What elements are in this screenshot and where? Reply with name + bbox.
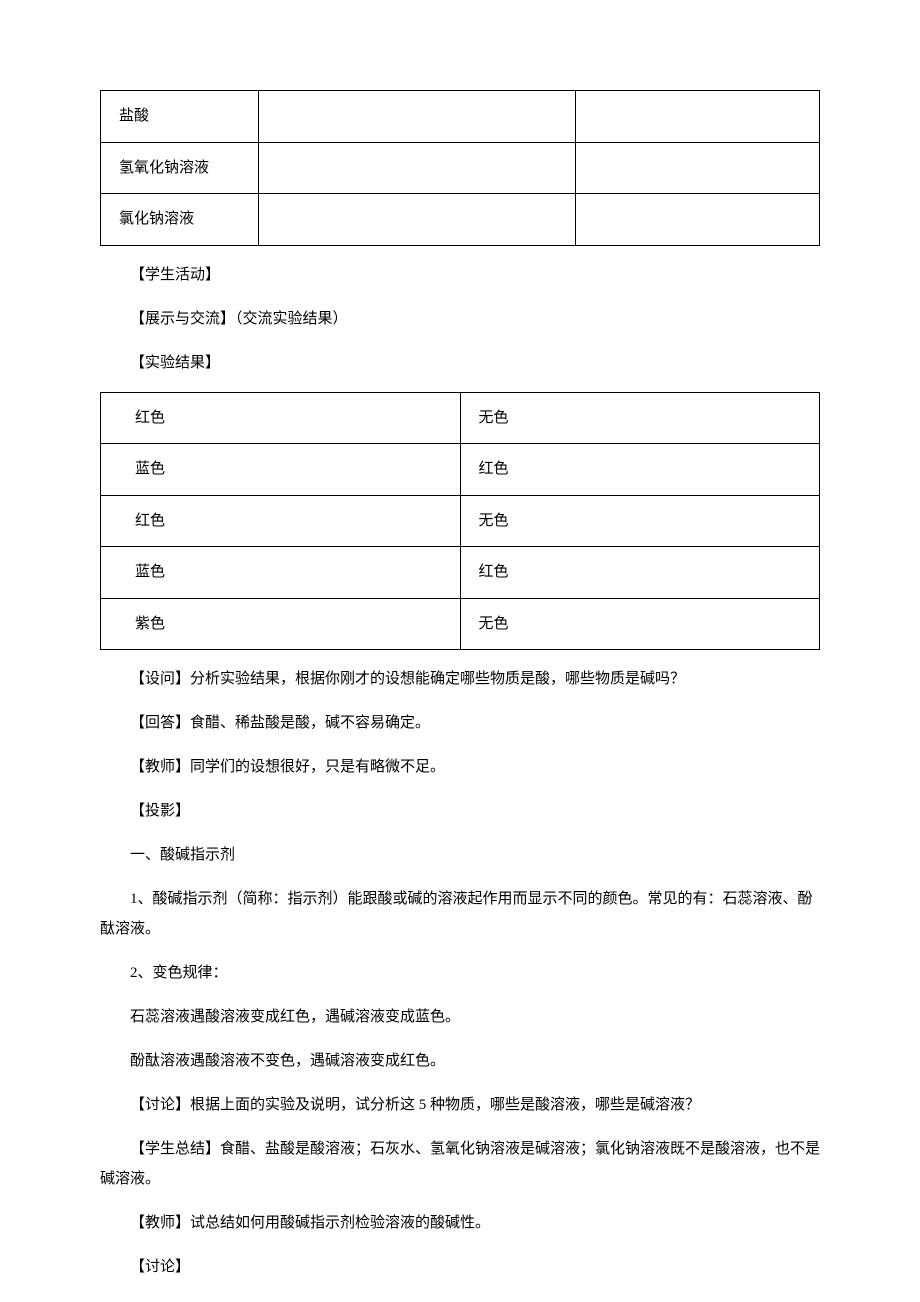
cell [575,142,819,194]
paragraph-color-rule-heading: 2、变色规律： [100,958,820,988]
cell [575,194,819,246]
cell: 紫色 [101,598,461,650]
table-solutions: 盐酸 氢氧化钠溶液 氯化钠溶液 [100,90,820,246]
table-row: 蓝色 红色 [101,444,820,496]
table-row: 红色 无色 [101,392,820,444]
table-results: 红色 无色 蓝色 红色 红色 无色 蓝色 红色 紫色 无色 [100,392,820,651]
paragraph-discussion: 【讨论】根据上面的实验及说明，试分析这 5 种物质，哪些是酸溶液，哪些是碱溶液？ [100,1090,820,1120]
paragraph-teacher: 【教师】同学们的设想很好，只是有略微不足。 [100,752,820,782]
cell [259,194,575,246]
paragraph-teacher-summary: 【教师】试总结如何用酸碱指示剂检验溶液的酸碱性。 [100,1208,820,1238]
cell: 无色 [460,495,820,547]
paragraph-student-summary: 【学生总结】食醋、盐酸是酸溶液；石灰水、氢氧化钠溶液是碱溶液；氯化钠溶液既不是酸… [100,1134,820,1194]
cell: 红色 [460,547,820,599]
cell: 氯化钠溶液 [101,194,259,246]
table-row: 紫色 无色 [101,598,820,650]
paragraph-question: 【设问】分析实验结果，根据你刚才的设想能确定哪些物质是酸，哪些物质是碱吗？ [100,664,820,694]
paragraph-indicator-def: 1、酸碱指示剂（简称：指示剂）能跟酸或碱的溶液起作用而显示不同的颜色。常见的有：… [100,884,820,944]
cell [575,91,819,143]
paragraph-heading-indicator: 一、酸碱指示剂 [100,840,820,870]
paragraph-experiment-result: 【实验结果】 [100,348,820,378]
cell: 红色 [101,495,461,547]
cell: 蓝色 [101,547,461,599]
table-row: 氢氧化钠溶液 [101,142,820,194]
paragraph-projection: 【投影】 [100,796,820,826]
paragraph-show-exchange: 【展示与交流】（交流实验结果） [100,304,820,334]
cell: 盐酸 [101,91,259,143]
cell: 无色 [460,598,820,650]
cell [259,142,575,194]
table-row: 蓝色 红色 [101,547,820,599]
table-row: 氯化钠溶液 [101,194,820,246]
cell: 红色 [460,444,820,496]
paragraph-student-activity: 【学生活动】 [100,260,820,290]
paragraph-phenolphthalein-rule: 酚酞溶液遇酸溶液不变色，遇碱溶液变成红色。 [100,1046,820,1076]
table-row: 盐酸 [101,91,820,143]
cell: 无色 [460,392,820,444]
page: 盐酸 氢氧化钠溶液 氯化钠溶液 【学生活动】 【展示与交流】（交流实验结果） 【… [100,90,820,1282]
paragraph-discussion-2: 【讨论】 [100,1252,820,1282]
paragraph-litmus-rule: 石蕊溶液遇酸溶液变成红色，遇碱溶液变成蓝色。 [100,1002,820,1032]
cell: 红色 [101,392,461,444]
cell [259,91,575,143]
table-row: 红色 无色 [101,495,820,547]
cell: 蓝色 [101,444,461,496]
paragraph-answer: 【回答】食醋、稀盐酸是酸，碱不容易确定。 [100,708,820,738]
cell: 氢氧化钠溶液 [101,142,259,194]
